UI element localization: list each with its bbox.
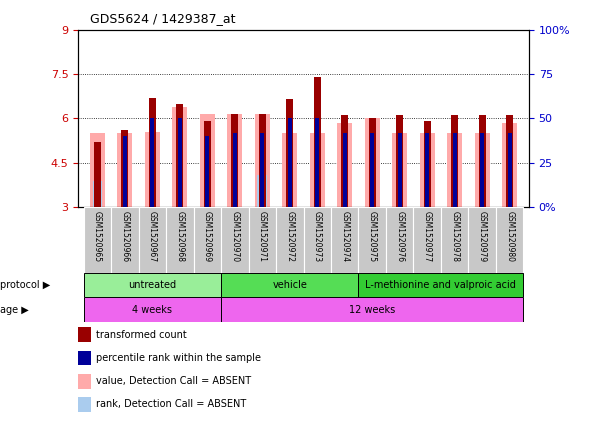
Bar <box>365 118 380 207</box>
Bar <box>84 297 221 322</box>
Bar <box>84 207 111 273</box>
Bar <box>314 77 321 207</box>
Bar <box>259 114 266 207</box>
Text: GSM1520968: GSM1520968 <box>175 211 185 261</box>
Bar <box>121 130 128 207</box>
Bar <box>227 114 242 207</box>
Text: rank, Detection Call = ABSENT: rank, Detection Call = ABSENT <box>96 399 246 409</box>
Bar <box>331 207 358 273</box>
Bar <box>150 118 154 207</box>
Bar <box>276 207 304 273</box>
Bar <box>315 118 319 207</box>
Bar <box>172 107 188 207</box>
Bar <box>282 133 297 207</box>
Text: GSM1520969: GSM1520969 <box>203 211 212 262</box>
Bar <box>90 133 105 207</box>
Text: vehicle: vehicle <box>272 280 307 290</box>
Bar <box>341 115 348 207</box>
Bar <box>413 207 441 273</box>
Bar <box>468 207 496 273</box>
Bar <box>260 133 264 207</box>
Text: GSM1520966: GSM1520966 <box>120 211 129 262</box>
Text: GSM1520965: GSM1520965 <box>93 211 102 262</box>
Bar <box>233 133 237 207</box>
Text: GSM1520971: GSM1520971 <box>258 211 267 261</box>
Bar <box>231 114 238 207</box>
Bar <box>149 98 156 207</box>
Bar <box>204 121 211 207</box>
Text: GSM1520974: GSM1520974 <box>340 211 349 262</box>
Bar <box>93 181 102 207</box>
Bar <box>249 207 276 273</box>
Text: percentile rank within the sample: percentile rank within the sample <box>96 353 261 363</box>
Bar <box>396 115 403 207</box>
Bar <box>288 118 292 207</box>
Text: value, Detection Call = ABSENT: value, Detection Call = ABSENT <box>96 376 251 386</box>
Bar <box>194 207 221 273</box>
Bar <box>358 273 523 297</box>
Bar <box>496 207 523 273</box>
Text: GSM1520979: GSM1520979 <box>478 211 487 262</box>
Text: untreated: untreated <box>128 280 177 290</box>
Bar <box>453 133 457 207</box>
Bar <box>358 207 386 273</box>
Bar <box>123 136 127 207</box>
Text: GDS5624 / 1429387_at: GDS5624 / 1429387_at <box>90 12 236 25</box>
Text: 12 weeks: 12 weeks <box>349 305 395 315</box>
Text: GSM1520973: GSM1520973 <box>313 211 322 262</box>
Bar <box>310 133 325 207</box>
Text: GSM1520975: GSM1520975 <box>368 211 377 262</box>
Text: GSM1520967: GSM1520967 <box>148 211 157 262</box>
Text: GSM1520978: GSM1520978 <box>450 211 459 261</box>
Bar <box>337 123 352 207</box>
Bar <box>419 133 435 207</box>
Text: GSM1520972: GSM1520972 <box>285 211 294 261</box>
Bar <box>255 114 270 207</box>
Bar <box>111 207 139 273</box>
Bar <box>386 207 413 273</box>
Bar <box>480 133 484 207</box>
Bar <box>502 123 517 207</box>
Bar <box>370 133 374 207</box>
Text: 4 weeks: 4 weeks <box>132 305 172 315</box>
Bar <box>176 104 183 207</box>
Bar <box>221 297 523 322</box>
Bar <box>475 133 490 207</box>
Bar <box>221 207 249 273</box>
Bar <box>221 273 358 297</box>
Bar <box>139 207 166 273</box>
Text: GSM1520970: GSM1520970 <box>230 211 239 262</box>
Bar <box>94 142 101 207</box>
Bar <box>479 115 486 207</box>
Bar <box>398 133 401 207</box>
Bar <box>286 99 293 207</box>
Bar <box>117 133 132 207</box>
Bar <box>508 133 511 207</box>
Bar <box>425 133 429 207</box>
Text: GSM1520977: GSM1520977 <box>423 211 432 262</box>
Bar <box>84 273 221 297</box>
Text: transformed count: transformed count <box>96 330 187 340</box>
Bar <box>145 132 160 207</box>
Bar <box>451 115 458 207</box>
Text: L-methionine and valproic acid: L-methionine and valproic acid <box>365 280 516 290</box>
Bar <box>166 207 194 273</box>
Bar <box>343 133 347 207</box>
Bar <box>304 207 331 273</box>
Bar <box>200 114 215 207</box>
Bar <box>369 118 376 207</box>
Bar <box>206 136 209 207</box>
Bar <box>441 207 468 273</box>
Text: protocol ▶: protocol ▶ <box>0 280 50 290</box>
Bar <box>257 175 267 207</box>
Bar <box>447 133 462 207</box>
Bar <box>506 115 513 207</box>
Text: GSM1520976: GSM1520976 <box>395 211 404 262</box>
Bar <box>392 133 407 207</box>
Bar <box>424 121 431 207</box>
Text: age ▶: age ▶ <box>0 305 29 315</box>
Bar <box>178 118 182 207</box>
Text: GSM1520980: GSM1520980 <box>505 211 514 261</box>
